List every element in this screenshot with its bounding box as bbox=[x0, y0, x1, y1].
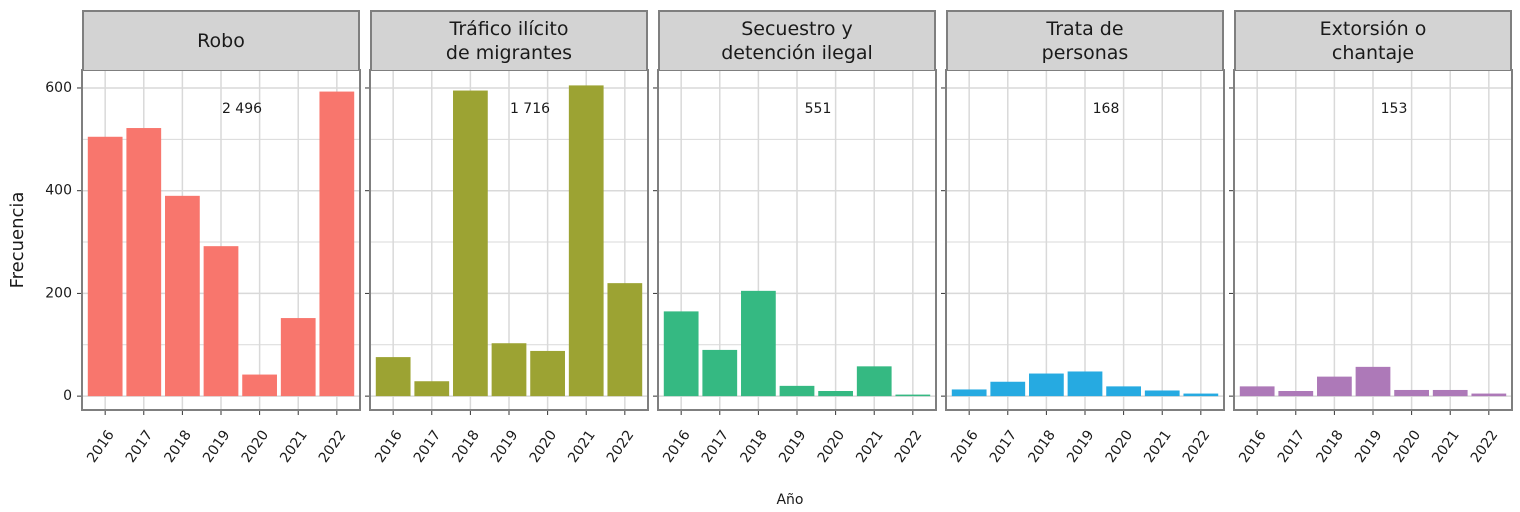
total-annotation: 551 bbox=[805, 101, 832, 117]
bar bbox=[280, 318, 316, 397]
bar bbox=[951, 389, 987, 397]
x-tick-label: 2019 bbox=[1352, 427, 1386, 465]
x-tick-label: 2018 bbox=[449, 427, 483, 465]
x-tick-label: 2017 bbox=[987, 427, 1021, 465]
bar bbox=[126, 128, 162, 397]
x-tick-label: 2018 bbox=[161, 427, 195, 465]
bar bbox=[1394, 389, 1429, 397]
x-tick-label: 2016 bbox=[84, 427, 118, 465]
x-tick-label: 2021 bbox=[565, 427, 599, 465]
bar bbox=[779, 385, 815, 397]
x-tick-label: 2020 bbox=[527, 427, 561, 465]
x-tick-label: 2018 bbox=[1025, 427, 1059, 465]
x-tick-label: 2016 bbox=[948, 427, 982, 465]
bar bbox=[1278, 390, 1314, 397]
bar bbox=[702, 349, 738, 397]
total-annotation: 1 716 bbox=[510, 101, 550, 117]
panel-border bbox=[945, 69, 1225, 411]
x-tick-label: 2021 bbox=[1429, 427, 1463, 465]
facet-strip: Robo bbox=[82, 10, 360, 70]
x-tick-label: 2021 bbox=[277, 427, 311, 465]
x-tick-label: 2022 bbox=[604, 427, 638, 465]
bar bbox=[568, 85, 604, 397]
bar bbox=[1432, 389, 1468, 397]
bar bbox=[741, 290, 776, 397]
x-tick-label: 2016 bbox=[372, 427, 406, 465]
x-tick-label: 2019 bbox=[1064, 427, 1098, 465]
bar bbox=[165, 195, 200, 397]
x-tick-label: 2022 bbox=[1180, 427, 1214, 465]
bar bbox=[453, 90, 488, 397]
bar bbox=[1239, 386, 1275, 397]
bar bbox=[1317, 376, 1352, 397]
x-tick-label: 2021 bbox=[853, 427, 887, 465]
bar bbox=[1029, 373, 1064, 397]
panel-border bbox=[81, 69, 361, 411]
bar bbox=[856, 366, 892, 397]
x-tick-label: 2016 bbox=[1236, 427, 1270, 465]
bar bbox=[414, 381, 450, 397]
x-axis-label: Año bbox=[776, 492, 803, 508]
bar bbox=[1355, 366, 1391, 397]
x-tick-label: 2020 bbox=[239, 427, 273, 465]
facet-strip: Extorsión o chantaje bbox=[1234, 10, 1512, 70]
y-tick-label: 0 bbox=[63, 388, 72, 404]
x-tick-label: 2022 bbox=[1468, 427, 1502, 465]
x-tick-label: 2016 bbox=[660, 427, 694, 465]
x-tick-label: 2017 bbox=[123, 427, 157, 465]
total-annotation: 153 bbox=[1381, 101, 1408, 117]
bar bbox=[607, 283, 643, 397]
bar bbox=[818, 390, 853, 397]
panel-border bbox=[369, 69, 649, 411]
bar bbox=[663, 311, 699, 397]
x-tick-label: 2020 bbox=[815, 427, 849, 465]
x-tick-label: 2019 bbox=[488, 427, 522, 465]
facet-strip: Trata de personas bbox=[946, 10, 1224, 70]
bar bbox=[1183, 393, 1219, 397]
bar bbox=[1106, 386, 1141, 397]
total-annotation: 2 496 bbox=[222, 101, 262, 117]
facet-strip: Tráfico ilícito de migrantes bbox=[370, 10, 648, 70]
y-axis-label: Frecuencia bbox=[7, 192, 28, 289]
x-tick-label: 2018 bbox=[737, 427, 771, 465]
y-tick-label: 400 bbox=[45, 183, 72, 199]
bar bbox=[491, 343, 527, 397]
x-tick-label: 2019 bbox=[776, 427, 810, 465]
x-tick-label: 2017 bbox=[699, 427, 733, 465]
x-tick-label: 2018 bbox=[1313, 427, 1347, 465]
panel-border bbox=[657, 69, 937, 411]
bar bbox=[530, 350, 565, 397]
x-tick-label: 2021 bbox=[1141, 427, 1175, 465]
x-tick-label: 2019 bbox=[200, 427, 234, 465]
x-tick-label: 2017 bbox=[411, 427, 445, 465]
bar bbox=[895, 394, 931, 397]
bar bbox=[242, 374, 277, 397]
bar bbox=[203, 246, 239, 397]
bar bbox=[319, 91, 355, 397]
bar bbox=[990, 381, 1026, 397]
bar bbox=[1471, 393, 1507, 397]
x-tick-label: 2022 bbox=[316, 427, 350, 465]
x-tick-label: 2020 bbox=[1391, 427, 1425, 465]
x-tick-label: 2017 bbox=[1275, 427, 1309, 465]
bar bbox=[375, 357, 411, 397]
bar bbox=[1144, 390, 1180, 397]
bar bbox=[1067, 371, 1103, 397]
facet-strip: Secuestro y detención ilegal bbox=[658, 10, 936, 70]
y-tick-label: 200 bbox=[45, 285, 72, 301]
panel-border bbox=[1233, 69, 1513, 411]
x-tick-label: 2020 bbox=[1103, 427, 1137, 465]
bar bbox=[87, 136, 123, 397]
x-tick-label: 2022 bbox=[892, 427, 926, 465]
total-annotation: 168 bbox=[1093, 101, 1120, 117]
y-tick-label: 600 bbox=[45, 80, 72, 96]
